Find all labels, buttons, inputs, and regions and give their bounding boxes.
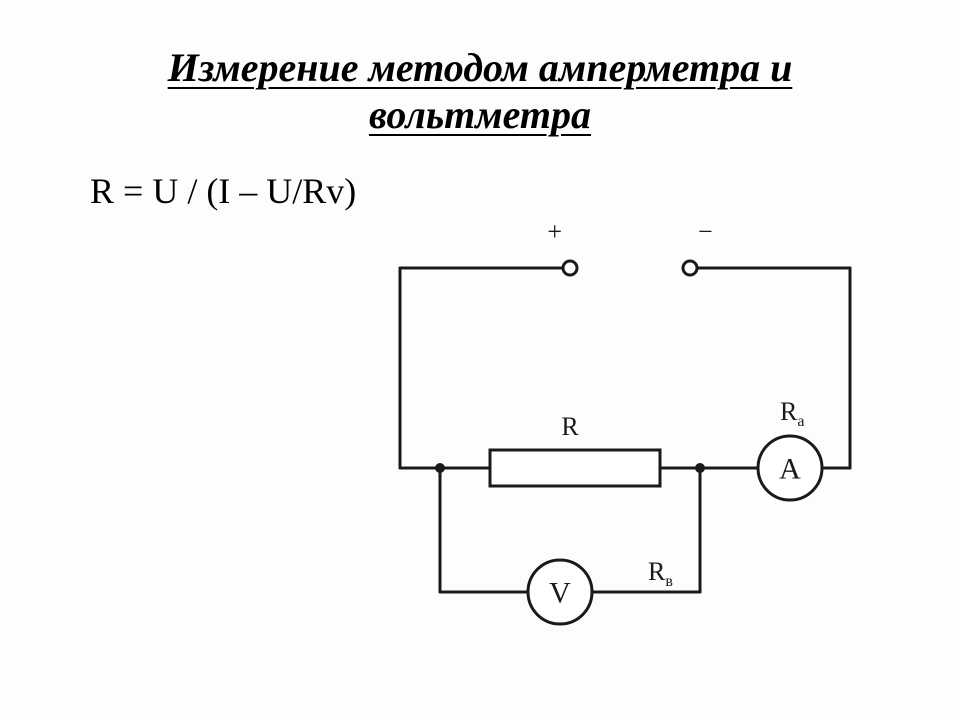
slide-title: Измерение методом амперметра и вольтметр…	[70, 44, 890, 138]
svg-text:−: −	[698, 220, 713, 246]
title-line-1: Измерение методом амперметра и	[168, 45, 793, 90]
svg-text:V: V	[549, 577, 571, 610]
circuit-diagram: + − A V R Rа Rв	[360, 220, 900, 660]
svg-text:R: R	[561, 412, 579, 441]
svg-text:Rв: Rв	[648, 557, 673, 590]
svg-text:+: +	[547, 220, 562, 246]
formula-text: R = U / (I – U/Rv)	[90, 170, 900, 212]
title-line-2: вольтметра	[369, 92, 591, 137]
svg-text:Rа: Rа	[780, 397, 804, 430]
svg-text:A: A	[779, 453, 801, 486]
